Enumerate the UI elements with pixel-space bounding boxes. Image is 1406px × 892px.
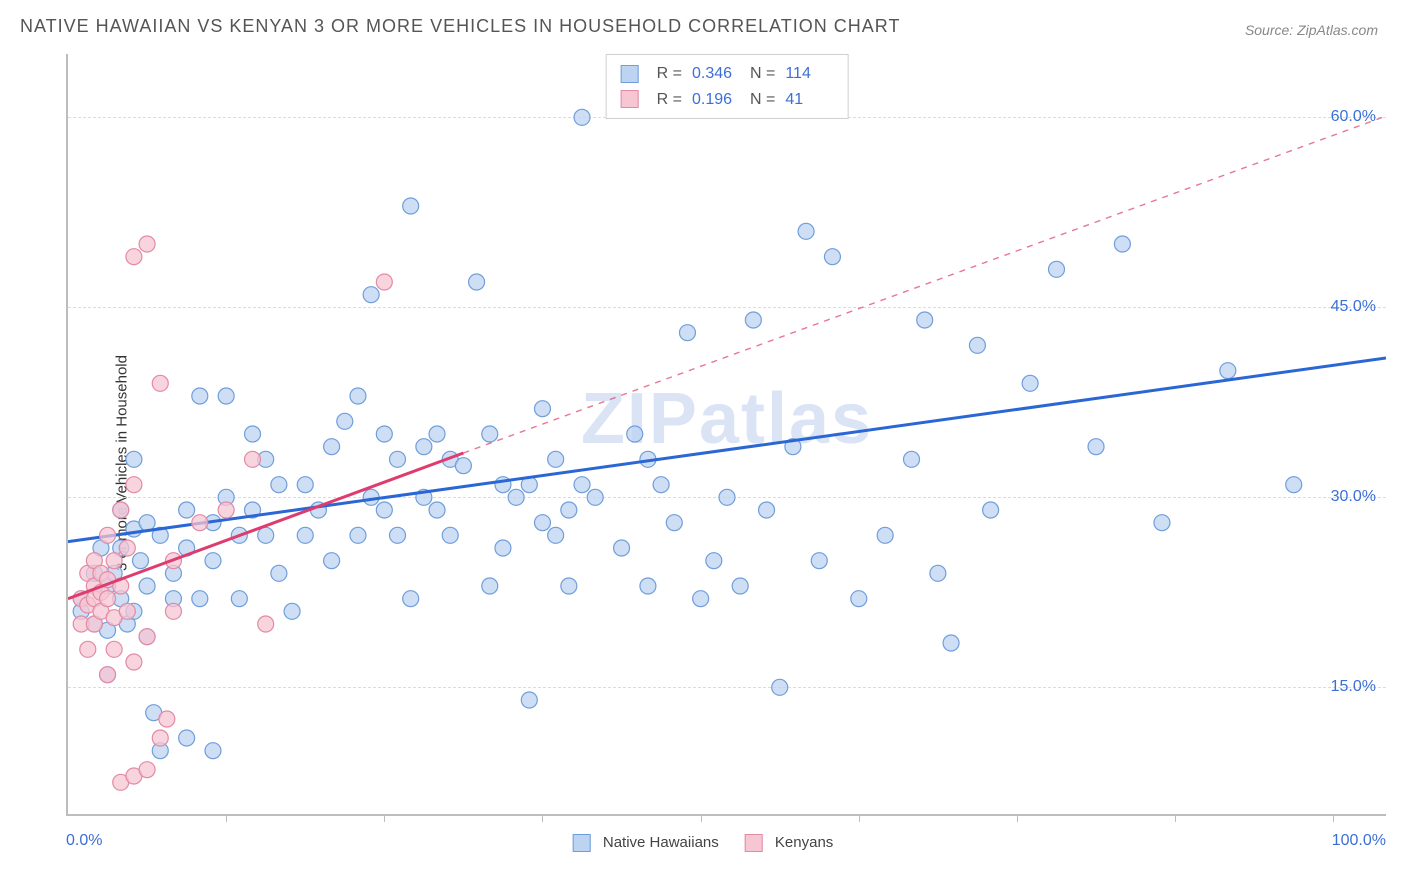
- n-label: N =: [750, 61, 775, 87]
- stats-row-hawaiian: R = 0.346 N = 114: [621, 61, 834, 87]
- correlation-stats-box: R = 0.346 N = 114 R = 0.196 N = 41: [606, 54, 849, 119]
- swatch-icon: [573, 834, 591, 852]
- legend-item-kenyan: Kenyans: [745, 834, 834, 852]
- r-label: R =: [657, 61, 682, 87]
- r-value: 0.196: [692, 87, 740, 113]
- source-attribution: Source: ZipAtlas.com: [1245, 22, 1378, 38]
- legend-label: Native Hawaiians: [603, 834, 719, 851]
- chart-container: 3 or more Vehicles in Household ZIPatlas…: [20, 54, 1386, 872]
- plot-area: ZIPatlas R = 0.346 N = 114 R = 0.196 N =…: [66, 54, 1386, 816]
- scatter-svg: [68, 54, 1386, 814]
- legend-item-hawaiian: Native Hawaiians: [573, 834, 719, 852]
- n-label: N =: [750, 87, 775, 113]
- stats-row-kenyan: R = 0.196 N = 41: [621, 87, 834, 113]
- swatch-icon: [745, 834, 763, 852]
- swatch-icon: [621, 90, 639, 108]
- legend-bottom: Native Hawaiians Kenyans: [573, 834, 834, 852]
- x-axis-max-label: 100.0%: [1332, 832, 1386, 850]
- r-value: 0.346: [692, 61, 740, 87]
- legend-label: Kenyans: [775, 834, 833, 851]
- chart-title: NATIVE HAWAIIAN VS KENYAN 3 OR MORE VEHI…: [20, 16, 900, 37]
- swatch-icon: [621, 65, 639, 83]
- n-value: 41: [785, 87, 833, 113]
- n-value: 114: [785, 61, 833, 87]
- x-axis-min-label: 0.0%: [66, 832, 102, 850]
- r-label: R =: [657, 87, 682, 113]
